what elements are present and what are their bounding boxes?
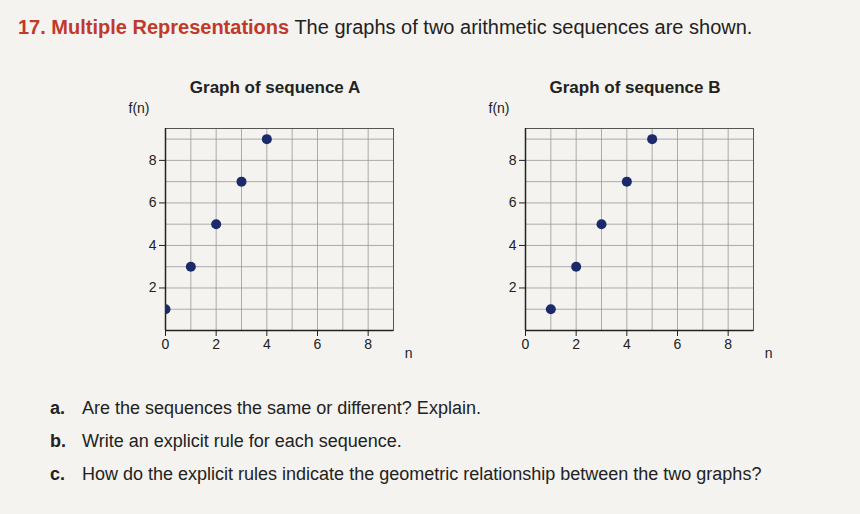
svg-text:0: 0 — [162, 336, 170, 352]
svg-text:6: 6 — [314, 336, 322, 352]
html-text:a.: a. — [50, 398, 65, 418]
html-text:Graph of sequence A: Graph of sequence A — [189, 78, 361, 97]
svg-text:n: n — [765, 345, 773, 361]
svg-text:2: 2 — [212, 336, 220, 352]
svg-text:8: 8 — [364, 336, 372, 352]
svg-text:2: 2 — [509, 279, 517, 295]
svg-text:2: 2 — [572, 336, 580, 352]
svg-text:6: 6 — [149, 194, 157, 210]
html-text:b.: b. — [50, 431, 66, 451]
html-text:Are the sequences the same or: Are the sequences the same or different?… — [82, 398, 481, 418]
svg-text:8: 8 — [724, 336, 732, 352]
html-text:c.: c. — [50, 464, 65, 484]
svg-text:4: 4 — [623, 336, 631, 352]
svg-text:n: n — [405, 345, 413, 361]
svg-text:0: 0 — [522, 336, 530, 352]
html-text:Write an explicit rule for eac: Write an explicit rule for each sequence… — [82, 431, 402, 451]
svg-text:2: 2 — [149, 279, 157, 295]
svg-text:6: 6 — [674, 336, 682, 352]
svg-text:4: 4 — [149, 237, 157, 253]
svg-text:4: 4 — [263, 336, 271, 352]
svg-text:4: 4 — [509, 237, 517, 253]
svg-text:f(n): f(n) — [129, 100, 150, 116]
svg-text:f(n): f(n) — [489, 100, 510, 116]
html-text:How do the explicit rules indi: How do the explicit rules indicate the g… — [82, 464, 762, 484]
html-text:17. Multiple Representations T: 17. Multiple Representations The graphs … — [18, 16, 753, 38]
svg-text:6: 6 — [509, 194, 517, 210]
svg-text:8: 8 — [509, 152, 517, 168]
html-text:Graph of sequence B: Graph of sequence B — [549, 78, 721, 97]
svg-text:8: 8 — [149, 152, 157, 168]
